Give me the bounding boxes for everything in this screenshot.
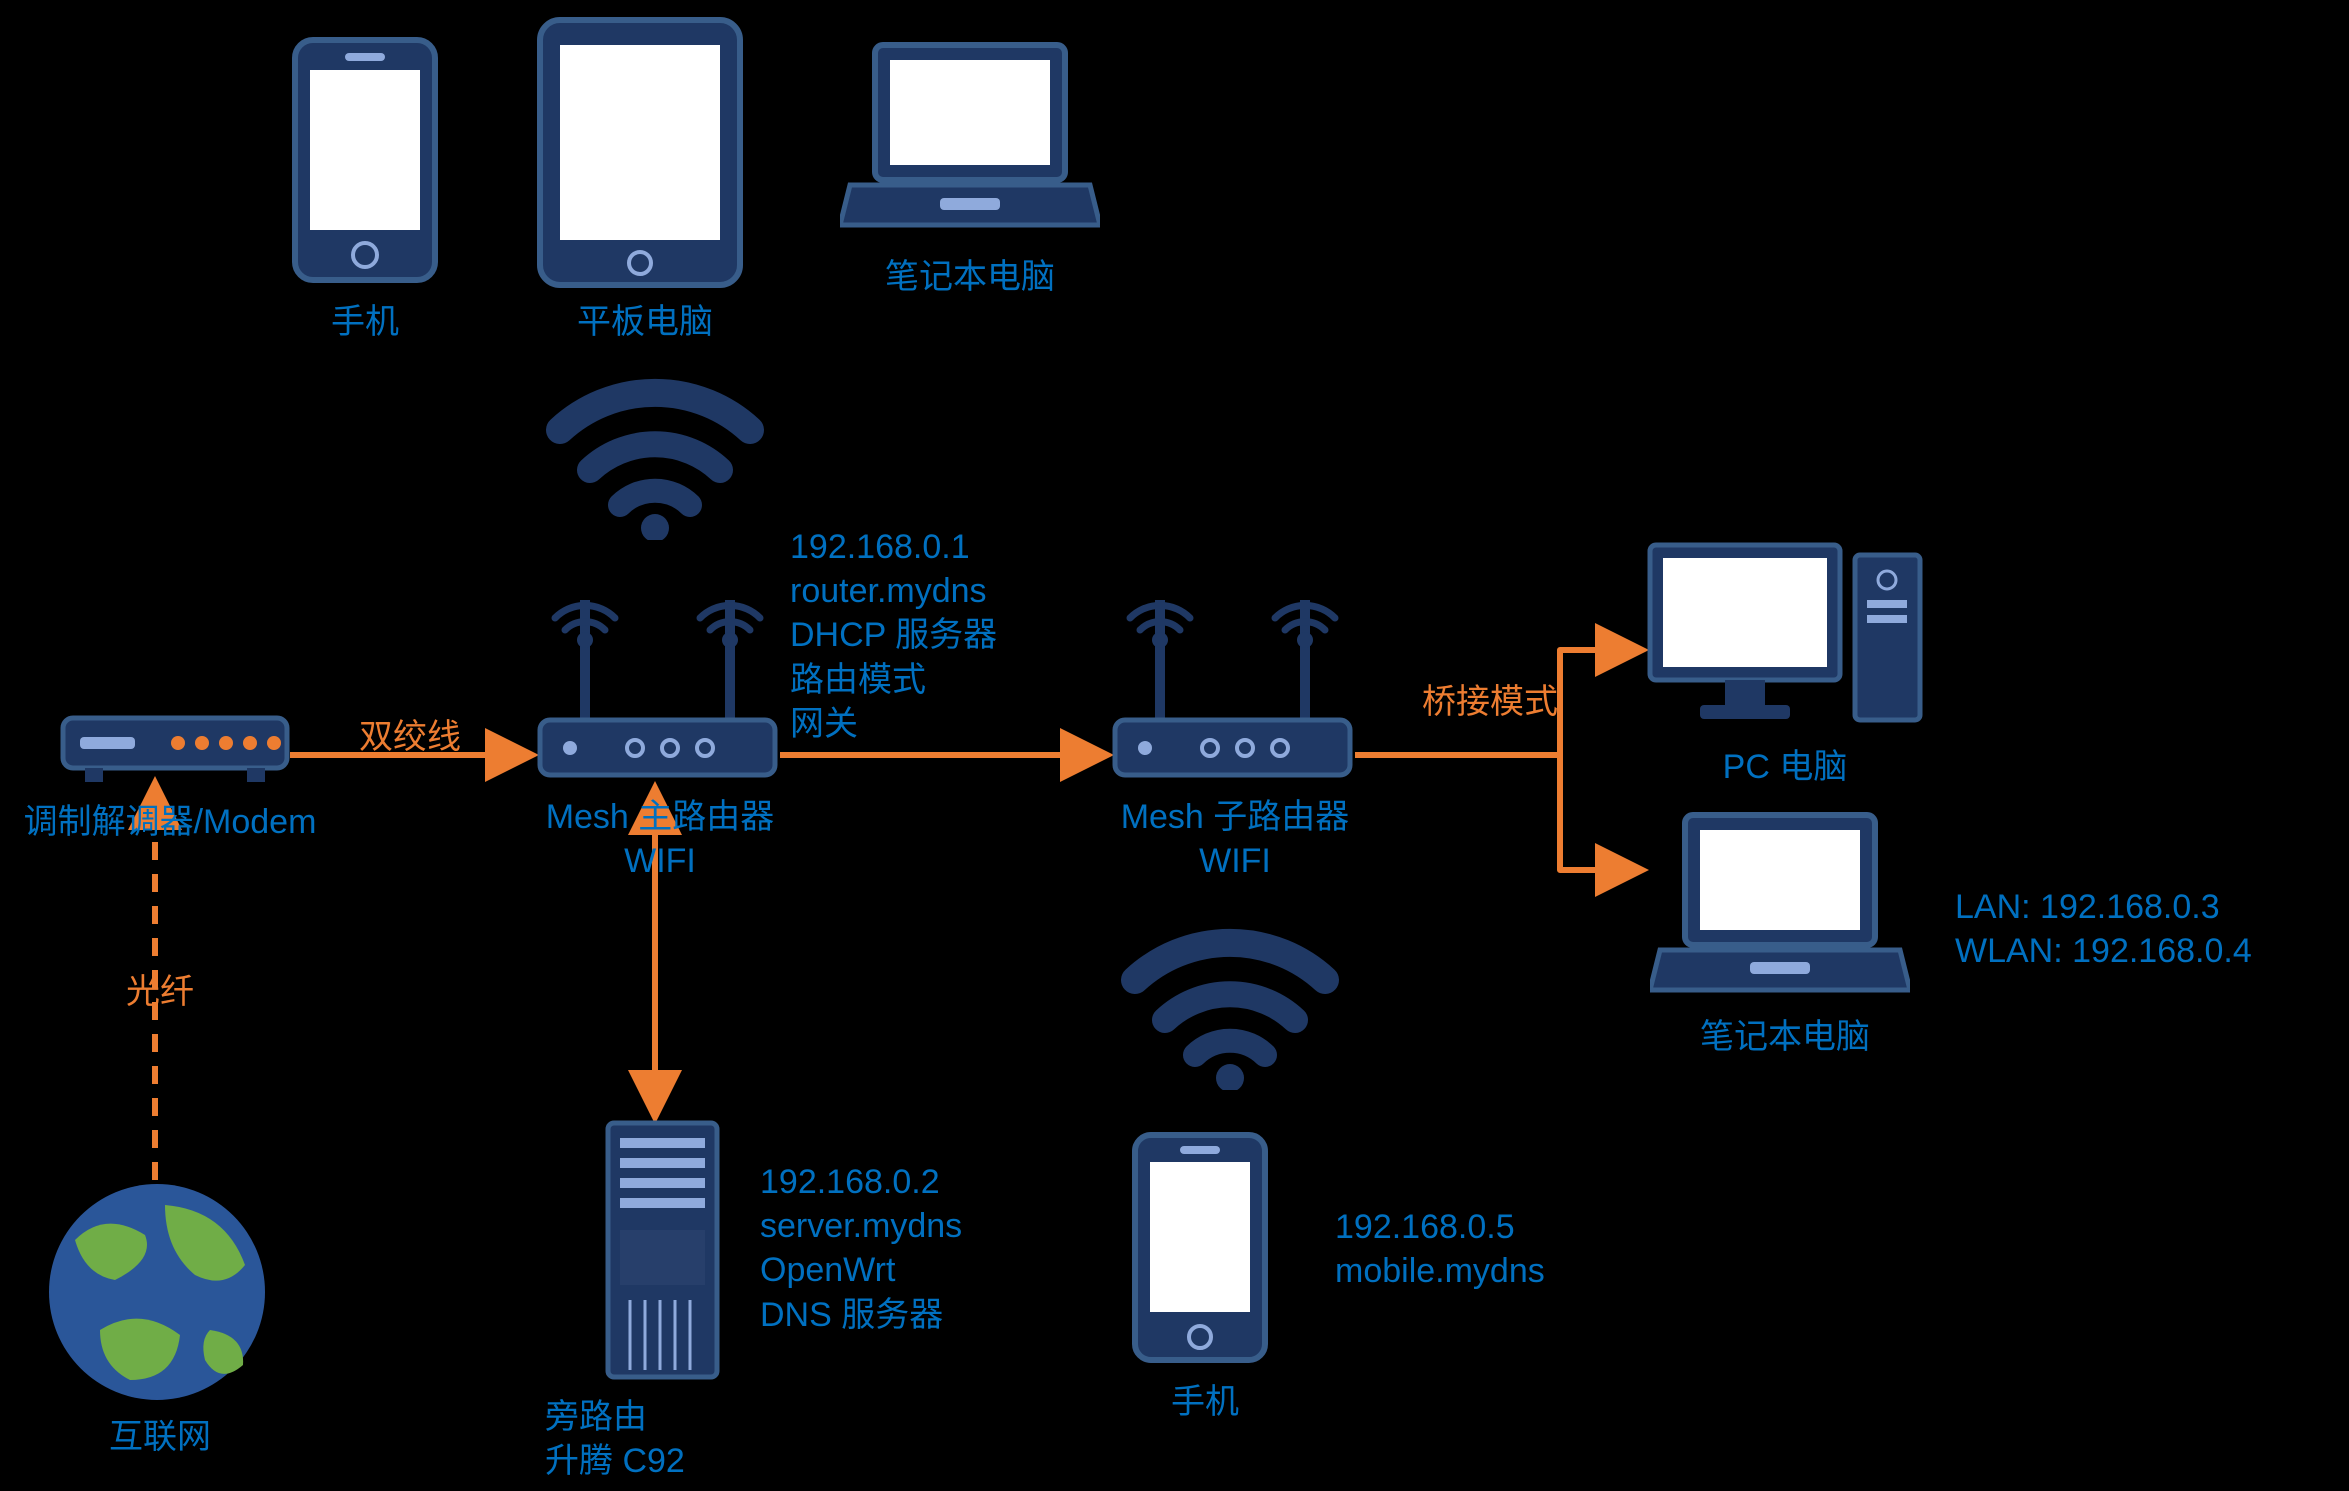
side-router-label: 旁路由 升腾 C92: [545, 1395, 745, 1483]
pc-label: PC 电脑: [1710, 745, 1860, 789]
modem-label: 调制解调器/Modem: [0, 800, 340, 844]
laptop-right-icon: [1650, 810, 1910, 1005]
sub-router-title: Mesh 子路由器 WIFI: [1085, 795, 1385, 883]
main-router-title: Mesh 主路由器 WIFI: [510, 795, 810, 883]
phone-bottom-icon: [1130, 1130, 1270, 1365]
laptop-top-icon: [840, 40, 1100, 240]
phone-top-icon: [290, 35, 440, 285]
bridge-mode-label: 桥接模式: [1410, 680, 1570, 724]
main-router-icon: [535, 590, 780, 785]
internet-label: 互联网: [100, 1415, 220, 1459]
phone-bottom-detail: 192.168.0.5 mobile.mydns: [1335, 1205, 1615, 1293]
ethernet-label: 双绞线: [345, 715, 475, 759]
phone-top-label: 手机: [310, 300, 420, 344]
tablet-top-label: 平板电脑: [555, 300, 735, 344]
wifi-top-icon: [545, 370, 765, 540]
phone-bottom-label: 手机: [1155, 1380, 1255, 1424]
main-router-detail: 192.168.0.1 router.mydns DHCP 服务器 路由模式 网…: [790, 525, 1070, 746]
server-icon: [605, 1120, 720, 1380]
laptop-right-label: 笔记本电脑: [1680, 1015, 1890, 1059]
edge-to-laptop: [1355, 755, 1640, 870]
laptop-top-label: 笔记本电脑: [865, 255, 1075, 299]
pc-icon: [1645, 535, 1925, 735]
globe-icon: [45, 1180, 270, 1405]
tablet-top-icon: [535, 15, 745, 290]
fiber-label: 光纤: [110, 970, 210, 1014]
diagram-canvas: 手机 平板电脑 笔记本电脑 调制解调器/Modem 双绞线 光纤 互联网 Mes…: [0, 0, 2349, 1491]
wifi-bottom-icon: [1120, 920, 1340, 1090]
laptop-right-ip: LAN: 192.168.0.3 WLAN: 192.168.0.4: [1955, 885, 2335, 973]
modem-icon: [60, 715, 290, 785]
sub-router-icon: [1110, 590, 1355, 785]
side-router-detail: 192.168.0.2 server.mydns OpenWrt DNS 服务器: [760, 1160, 1040, 1337]
